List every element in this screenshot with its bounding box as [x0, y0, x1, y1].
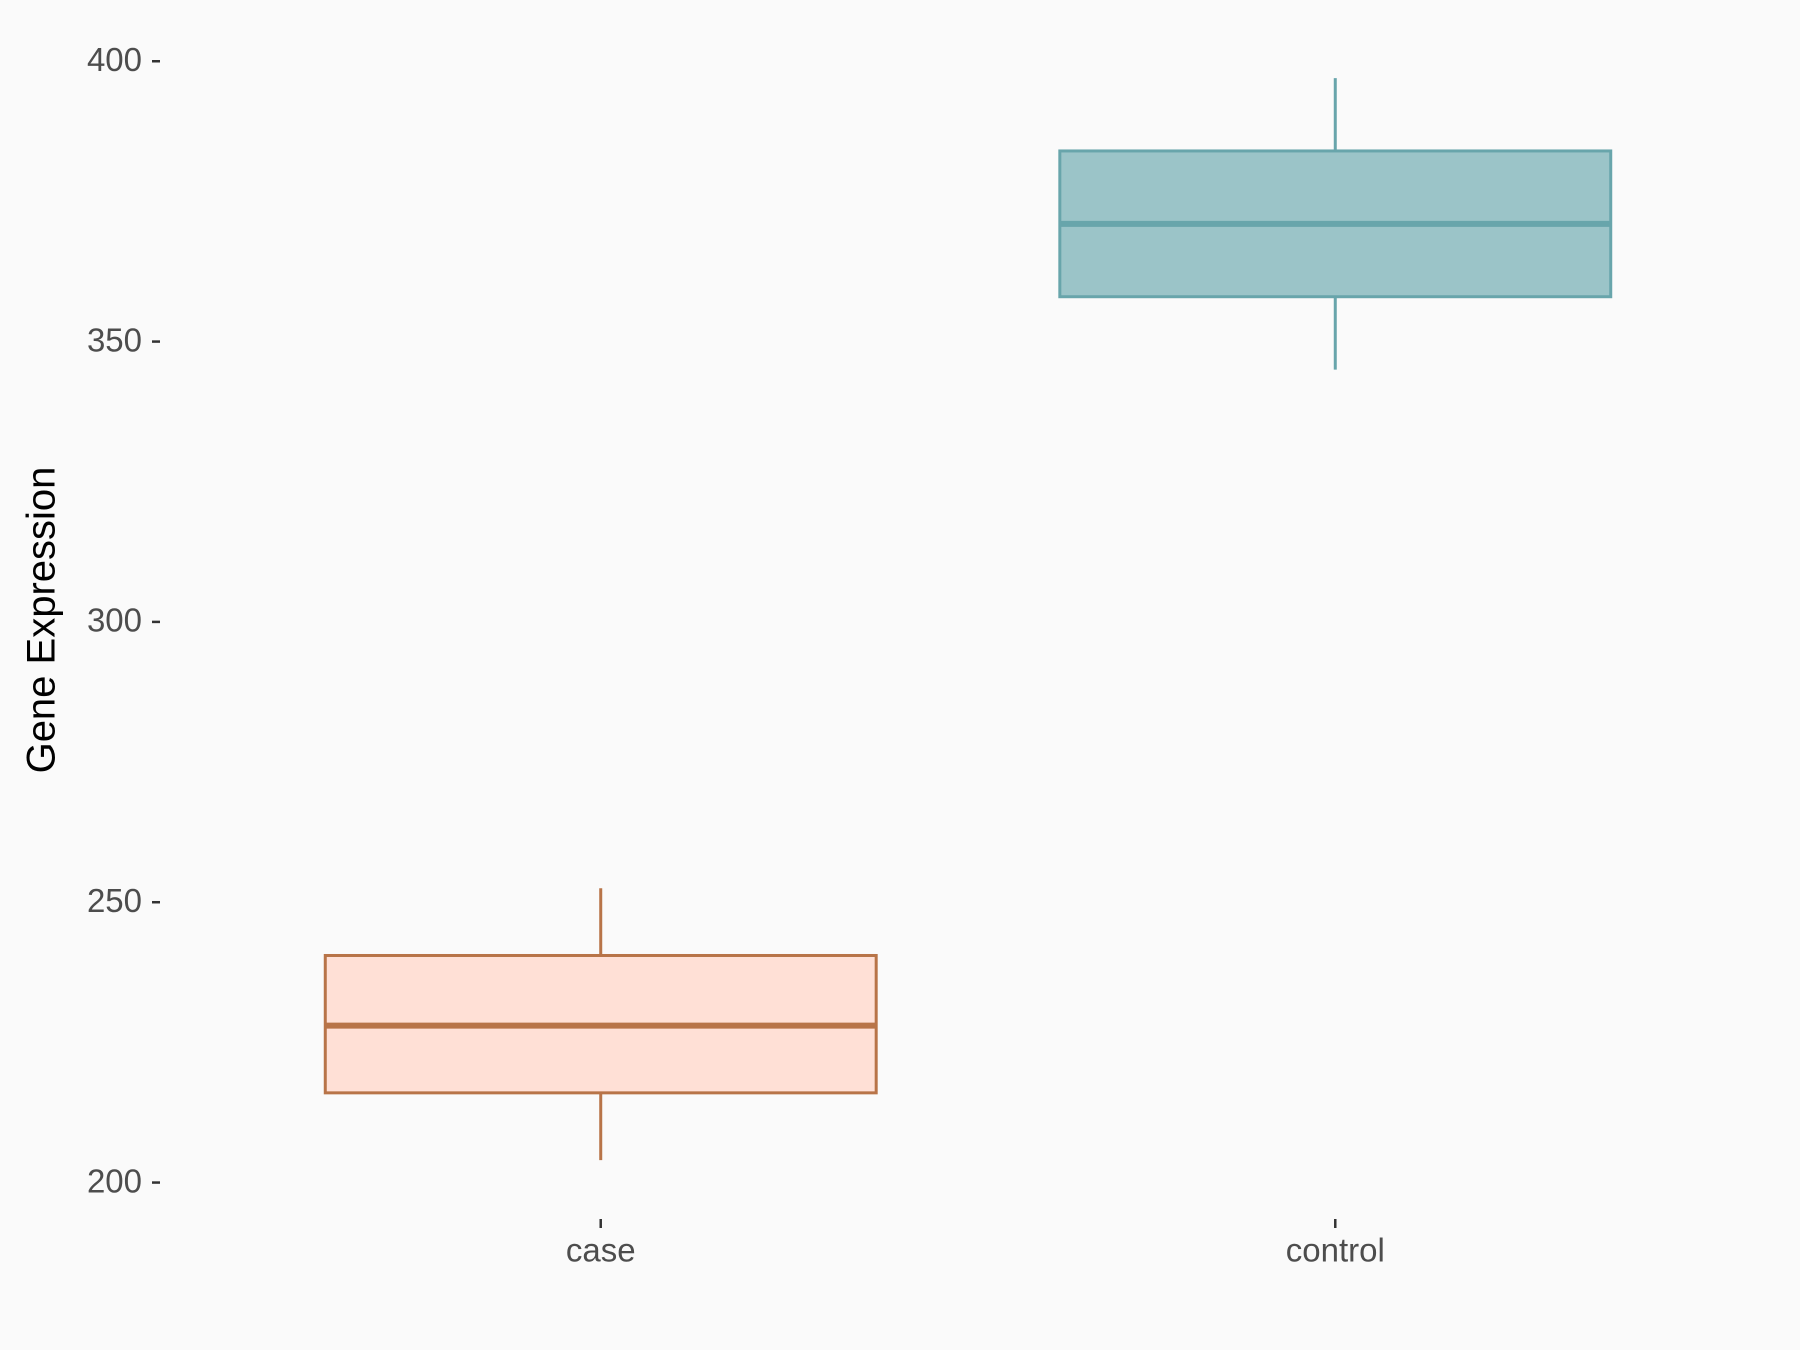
y-tick-label: 250	[87, 882, 142, 919]
y-axis-title: Gene Expression	[20, 467, 64, 774]
y-tick-label: 350	[87, 321, 142, 358]
x-tick-label: control	[1286, 1232, 1385, 1269]
y-tick-label: 200	[87, 1162, 142, 1199]
x-tick-label: case	[566, 1232, 636, 1269]
y-tick-label: 300	[87, 602, 142, 639]
y-tick-label: 400	[87, 41, 142, 78]
